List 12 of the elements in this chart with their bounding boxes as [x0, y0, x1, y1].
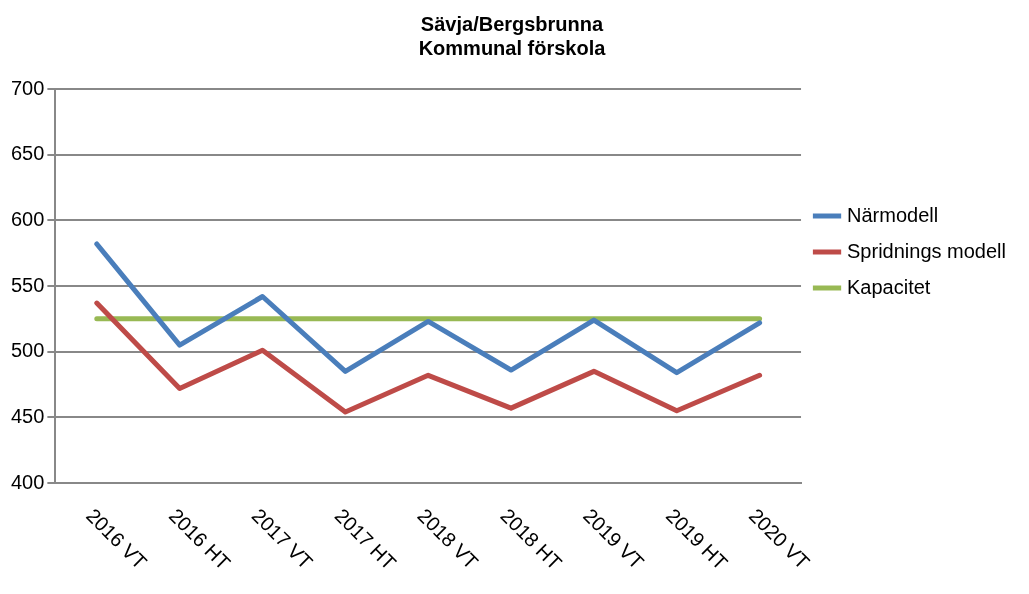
- text: Kommunal förskola: [418, 36, 606, 59]
- text: Sävja/Bergsbrunna: [420, 12, 604, 35]
- y-tick-label: 450: [10, 404, 45, 427]
- legend-label: Kapacitet: [847, 275, 931, 298]
- legend-label: Spridnings modell: [847, 239, 1007, 262]
- y-tick-label: 400: [10, 470, 45, 493]
- y-tick-label: 600: [10, 207, 45, 230]
- y-tick-label: 650: [10, 142, 45, 165]
- y-tick-label: 500: [10, 339, 45, 362]
- y-tick-label: 550: [10, 273, 45, 296]
- legend-label: Närmodell: [847, 203, 939, 226]
- y-tick-label: 700: [10, 76, 45, 99]
